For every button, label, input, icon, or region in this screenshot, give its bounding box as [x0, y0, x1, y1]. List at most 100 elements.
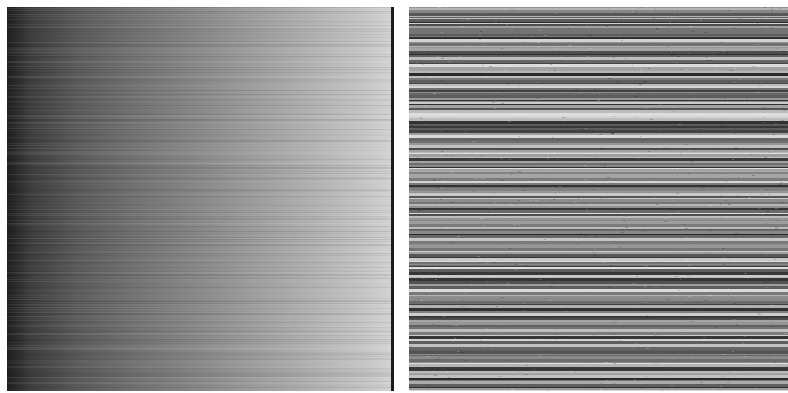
- stripe-grain: [621, 18, 622, 19]
- stripe-grain: [525, 284, 526, 285]
- gradient-streak: [7, 13, 391, 14]
- gradient-streak: [7, 358, 391, 359]
- stripe-grain: [536, 98, 539, 99]
- stripe-grain: [632, 11, 634, 12]
- stripe-grain: [495, 108, 496, 109]
- stripe-grain: [565, 355, 566, 356]
- stripe-grain: [764, 7, 766, 8]
- stripe-grain: [688, 53, 689, 54]
- stripe-grain: [477, 108, 479, 109]
- gradient-streak: [7, 287, 391, 288]
- stripe-line: [409, 362, 788, 363]
- stripe-grain: [723, 376, 724, 377]
- stripe-grain: [475, 186, 477, 187]
- stripe-grain: [613, 75, 614, 76]
- stripe-grain: [477, 306, 478, 307]
- stripe-grain: [698, 114, 700, 115]
- stripe-grain: [594, 89, 596, 90]
- stripe-line: [409, 153, 788, 154]
- stripe-grain: [541, 52, 542, 53]
- stripe-grain: [743, 356, 746, 357]
- gradient-streak: [7, 318, 391, 319]
- stripe-grain: [411, 337, 412, 338]
- stripe-grain: [462, 306, 465, 307]
- stripe-grain: [467, 157, 470, 158]
- stripe-line: [409, 252, 788, 254]
- stripe-grain: [727, 184, 729, 185]
- stripe-grain: [426, 53, 428, 54]
- stripe-grain: [773, 238, 774, 239]
- stripe-grain: [758, 70, 761, 71]
- gradient-streak: [7, 16, 391, 17]
- stripe-grain: [648, 151, 650, 152]
- gradient-streak: [7, 14, 391, 15]
- stripe-grain: [771, 9, 773, 10]
- stripe-line: [409, 373, 788, 374]
- stripe-grain: [628, 230, 630, 231]
- stripe-line: [409, 245, 788, 248]
- stripe-grain: [621, 40, 623, 41]
- stripe-grain: [618, 247, 621, 248]
- stripe-grain: [491, 348, 492, 349]
- stripe-grain: [685, 144, 688, 145]
- stripe-grain: [530, 387, 532, 388]
- gradient-streak: [7, 210, 391, 211]
- stripe-grain: [589, 48, 591, 49]
- stripe-grain: [508, 217, 510, 218]
- stripe-grain: [782, 202, 785, 203]
- gradient-streak: [7, 88, 391, 89]
- stripe-grain: [499, 324, 500, 325]
- stripe-grain: [492, 276, 494, 277]
- stripe-grain: [767, 13, 768, 14]
- stripe-grain: [734, 68, 736, 69]
- stripe-grain: [769, 260, 770, 261]
- stripe-grain: [608, 173, 609, 174]
- stripe-grain: [433, 180, 436, 181]
- stripe-grain: [600, 148, 603, 149]
- stripe-grain: [568, 28, 570, 29]
- stripe-grain: [480, 31, 482, 32]
- stripe-grain: [762, 203, 763, 204]
- stripe-grain: [714, 54, 715, 55]
- stripe-grain: [706, 236, 708, 237]
- stripe-grain: [695, 302, 698, 303]
- gradient-streak: [7, 213, 391, 214]
- stripe-grain: [612, 73, 615, 74]
- stripe-grain: [689, 150, 692, 151]
- stripe-grain: [645, 265, 648, 266]
- stripe-grain: [668, 26, 669, 27]
- stripe-grain: [676, 238, 677, 239]
- stripe-grain: [735, 133, 736, 134]
- stripe-grain: [613, 334, 615, 335]
- stripe-grain: [565, 311, 567, 312]
- stripe-grain: [466, 19, 469, 20]
- gradient-streak: [7, 152, 391, 153]
- gradient-streak: [7, 101, 391, 102]
- stripe-grain: [477, 256, 480, 257]
- stripe-grain: [411, 299, 413, 300]
- stripe-grain: [504, 9, 506, 10]
- gradient-streak: [7, 325, 391, 326]
- stripe-grain: [694, 97, 695, 98]
- gradient-streak: [7, 68, 391, 69]
- stripe-line: [409, 84, 788, 85]
- stripe-grain: [519, 86, 520, 87]
- gradient-streak: [7, 314, 391, 315]
- stripe-grain: [727, 310, 729, 311]
- stripe-grain: [619, 340, 622, 341]
- stripe-grain: [613, 116, 616, 117]
- stripe-grain: [596, 157, 597, 158]
- stripe-line: [409, 78, 788, 80]
- stripe-grain: [590, 203, 592, 204]
- stripe-grain: [523, 292, 524, 293]
- stripe-grain: [678, 212, 680, 213]
- stripe-grain: [574, 366, 575, 367]
- stripe-line: [409, 351, 788, 354]
- stripe-grain: [743, 343, 744, 344]
- stripe-grain: [441, 131, 442, 132]
- stripe-grain: [757, 92, 760, 93]
- gradient-streak: [7, 215, 391, 216]
- stripe-grain: [414, 25, 416, 26]
- gradient-streak: [7, 106, 391, 107]
- stripe-grain: [629, 241, 630, 242]
